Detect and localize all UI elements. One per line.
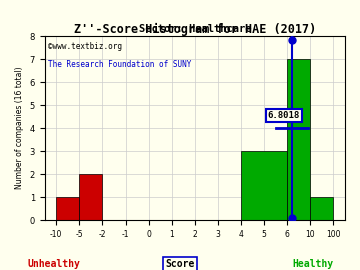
Text: The Research Foundation of SUNY: The Research Foundation of SUNY: [48, 60, 191, 69]
Text: Score: Score: [165, 259, 195, 269]
Title: Z''-Score Histogram for HAE (2017): Z''-Score Histogram for HAE (2017): [74, 23, 316, 36]
Bar: [310, 197, 333, 220]
Text: Unhealthy: Unhealthy: [28, 259, 80, 269]
Text: Sector: Healthcare: Sector: Healthcare: [139, 24, 251, 34]
Text: Healthy: Healthy: [293, 259, 334, 269]
Text: ©www.textbiz.org: ©www.textbiz.org: [48, 42, 122, 51]
Text: 6.8018: 6.8018: [267, 111, 300, 120]
Bar: [287, 59, 310, 220]
Bar: [56, 197, 79, 220]
Y-axis label: Number of companies (16 total): Number of companies (16 total): [15, 67, 24, 190]
Bar: [79, 174, 102, 220]
Bar: [241, 151, 287, 220]
